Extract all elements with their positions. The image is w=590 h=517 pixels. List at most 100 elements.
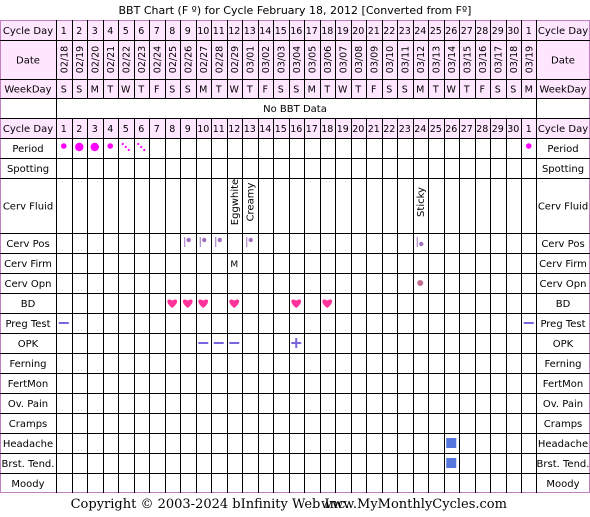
weekday-label: M <box>525 85 533 96</box>
row-label-right-spotting: Spotting <box>542 164 584 175</box>
cycle-day-number-lower: 20 <box>352 124 364 135</box>
row-label-left-ov_pain: Ov. Pain <box>8 399 48 410</box>
weekday-label: F <box>371 85 376 96</box>
period-marker <box>75 142 84 152</box>
cycle-day-number-lower: 25 <box>430 124 442 135</box>
date-label: 02/22 <box>121 46 132 73</box>
date-label: 02/26 <box>183 46 194 73</box>
weekday-label: S <box>293 85 299 96</box>
cycle-day-number: 12 <box>228 26 240 37</box>
cycle-day-number-lower: 7 <box>154 124 160 135</box>
date-label: 03/01 <box>245 46 256 73</box>
period-marker <box>107 143 114 149</box>
cycle-day-number-lower: 14 <box>259 124 271 135</box>
date-label: 03/07 <box>338 46 349 73</box>
row-label-right-bd: BD <box>556 299 571 310</box>
weekday-label: T <box>354 85 361 96</box>
row-label-left-moody: Moody <box>11 479 44 490</box>
weekday-label: W <box>338 85 348 96</box>
weekday-label: W <box>230 85 240 96</box>
row-label-right-cerv_fluid: Cerv Fluid <box>538 202 588 213</box>
row-label-left-cerv_pos: Cerv Pos <box>6 239 49 250</box>
cycle-day-number: 22 <box>383 26 395 37</box>
cycle-day-number-lower: 16 <box>290 124 302 135</box>
cycle-day-number: 26 <box>445 26 457 37</box>
row-label-left-cerv_fluid: Cerv Fluid <box>3 202 53 213</box>
row-label-right-cerv_opn: Cerv Opn <box>540 279 587 290</box>
row-label-left-cramps: Cramps <box>9 419 48 430</box>
cycle-day-number: 1 <box>61 26 67 37</box>
date-label: 03/06 <box>323 46 334 73</box>
date-label: 03/09 <box>369 46 380 73</box>
date-label: 03/14 <box>447 46 458 73</box>
date-label: 03/15 <box>462 46 473 73</box>
row-label-left-bd: BD <box>21 299 36 310</box>
bd-heart <box>322 299 333 308</box>
cycle-day-number-lower: 6 <box>138 124 144 135</box>
date-label: 03/12 <box>416 46 427 73</box>
row-label-left-weekday: WeekDay <box>4 85 51 96</box>
date-label: 03/05 <box>307 46 318 73</box>
weekday-label: T <box>246 85 253 96</box>
cerv-pos-mark <box>199 237 207 247</box>
cycle-day-number: 21 <box>368 26 380 37</box>
date-label: 02/23 <box>137 46 148 73</box>
row-label-right-brst_tend: Brst. Tend. <box>537 459 590 470</box>
cycle-day-number-lower: 1 <box>526 124 532 135</box>
cycle-day-number-lower: 19 <box>337 124 349 135</box>
cerv-firm-mark: M <box>230 260 238 270</box>
cycle-day-number-lower: 22 <box>383 124 395 135</box>
period-marker <box>525 143 532 149</box>
cycle-day-number: 7 <box>154 26 160 37</box>
date-label: 03/04 <box>292 46 303 73</box>
cycle-day-number: 4 <box>107 26 113 37</box>
weekday-label: S <box>510 85 516 96</box>
header-row-bg-weekday <box>0 79 590 98</box>
weekday-label: S <box>76 85 82 96</box>
weekday-label: S <box>402 85 408 96</box>
cycle-day-number-lower: 5 <box>123 124 129 135</box>
row-label-left-date: Date <box>16 56 40 67</box>
headache-mark <box>446 438 457 448</box>
period-marker <box>143 148 146 152</box>
bd-heart <box>182 299 193 308</box>
date-label: 02/24 <box>152 46 163 73</box>
cycle-day-number: 13 <box>244 26 256 37</box>
period-marker <box>127 148 130 152</box>
weekday-label: W <box>121 85 131 96</box>
row-label-left-fertmon: FertMon <box>8 379 48 390</box>
cycle-day-number-lower: 26 <box>445 124 457 135</box>
weekday-label: M <box>308 85 316 96</box>
row-label-right-fertmon: FertMon <box>543 379 583 390</box>
date-label: 02/20 <box>90 46 101 73</box>
bd-heart <box>198 299 209 308</box>
date-label: 03/02 <box>261 46 272 73</box>
row-label-right-cycle_day: Cycle Day <box>538 26 588 37</box>
period-marker <box>90 142 99 152</box>
cycle-day-number-lower: 12 <box>228 124 240 135</box>
row-label-left-ferning: Ferning <box>9 359 46 370</box>
mark-layer: Eggwhite Creamy Sticky M <box>58 142 534 468</box>
cycle-day-number-lower: 8 <box>169 124 175 135</box>
weekday-label: T <box>463 85 470 96</box>
header-row-bg-cycle_day2 <box>0 118 590 138</box>
cycle-day-number-lower: 18 <box>321 124 333 135</box>
date-label: 03/11 <box>400 46 411 73</box>
weekday-label: M <box>199 85 207 96</box>
weekday-label: T <box>106 85 113 96</box>
date-label: 03/03 <box>276 46 287 73</box>
row-label-right-ov_pain: Ov. Pain <box>543 399 583 410</box>
cerv-pos-dot <box>419 241 424 247</box>
row-label-right-moody: Moody <box>546 479 579 490</box>
cerv-pos-dot <box>248 237 253 243</box>
row-label-left-spotting: Spotting <box>7 164 49 175</box>
row-label-right-cramps: Cramps <box>544 419 583 430</box>
date-label: 02/29 <box>230 46 241 73</box>
cycle-day-number: 29 <box>492 26 504 37</box>
cerv-pos-dot <box>186 237 191 243</box>
date-label: 02/21 <box>106 46 117 73</box>
footer-website[interactable]: www.MyMonthlyCycles.com <box>321 497 507 512</box>
cerv-pos-mark <box>246 237 253 247</box>
row-label-right-opk: OPK <box>553 339 574 350</box>
